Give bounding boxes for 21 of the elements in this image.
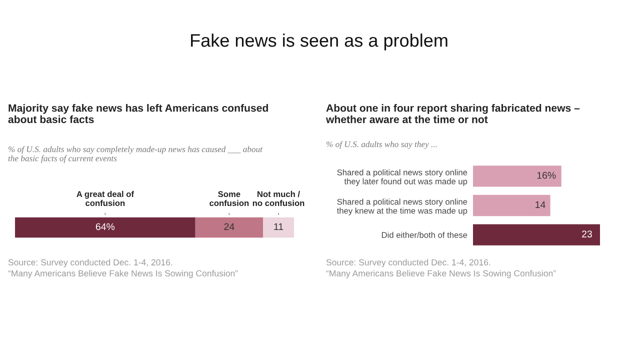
data-label: 11	[274, 223, 284, 230]
text: Fake news is seen as a problem	[191, 34, 448, 50]
y-tick-label: Shared a political news story online they later found out was made up	[337, 169, 468, 186]
source-note: Source: Survey conducted Dec. 1-4, 2016.	[326, 259, 490, 268]
chart-subtitle: % of U.S. adults who say completely made-up news has caused ___ about the basic facts of current events	[8, 146, 263, 164]
data-label: 24	[224, 223, 234, 230]
source-note: Source: Survey conducted Dec. 1-4, 2016.	[8, 259, 172, 268]
text: % of U.S. adults who say they ...	[326, 141, 437, 149]
text: “Many Americans Believe Fake News Is Sowing Confusion”	[326, 270, 556, 278]
data-label: 23	[582, 230, 592, 238]
chart-title: Majority say fake news has left Americans confused about basic facts	[8, 104, 268, 124]
text: “Many Americans Believe Fake News Is Sowing Confusion”	[8, 270, 238, 278]
series-label: Not much / no confusion	[252, 190, 304, 206]
data-label: 14	[536, 201, 546, 208]
series-label: Some confusion	[210, 191, 249, 206]
y-tick-label: Did either/both of these	[382, 232, 468, 238]
data-label: 16%	[537, 172, 556, 179]
y-tick-label: Shared a political news story online they knew at the time was made up	[336, 198, 468, 216]
chart-title: About one in four report sharing fabricated news – whether aware at the time or not	[326, 104, 580, 124]
data-label: 64%	[96, 223, 115, 230]
series-label: A great deal of confusion	[76, 190, 134, 206]
